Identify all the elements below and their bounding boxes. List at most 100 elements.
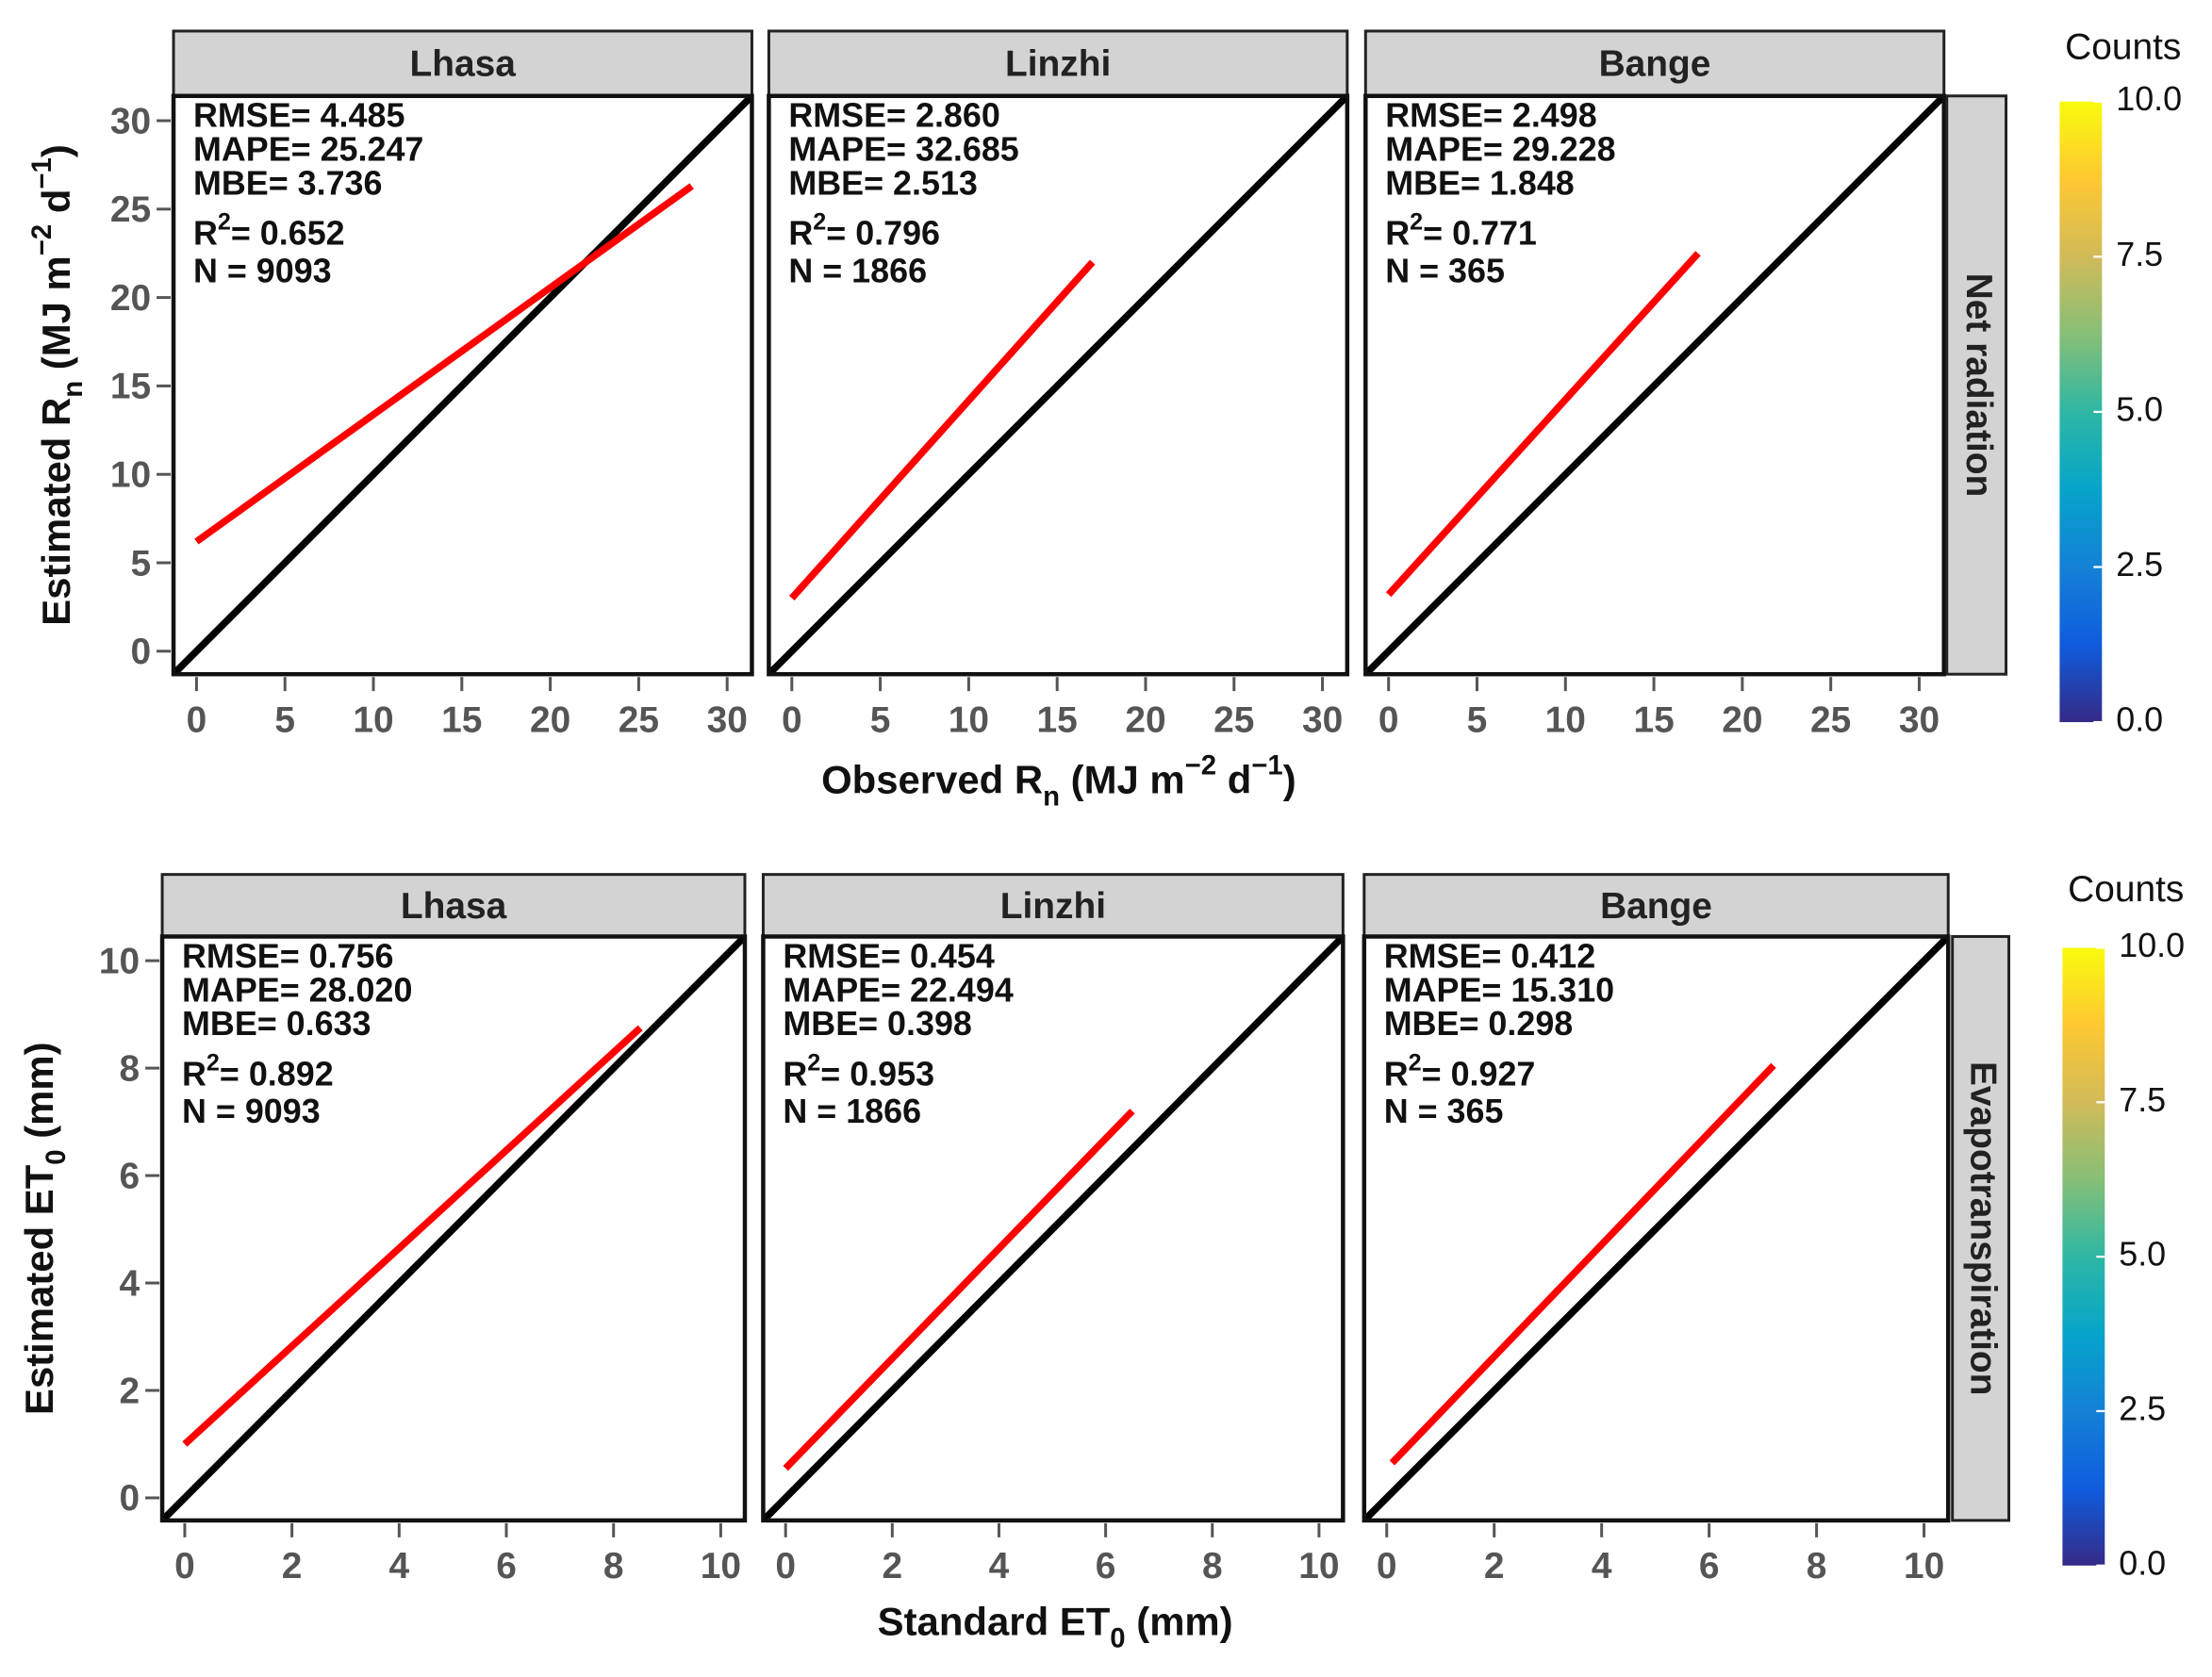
label: MBE= 0.298 xyxy=(1384,1006,1574,1044)
facet-title: Lhasa xyxy=(410,44,517,85)
identity-line xyxy=(162,936,745,1521)
x-tick-label: 2 xyxy=(282,1546,303,1587)
identity-line xyxy=(763,936,1344,1521)
x-tick-label: 10 xyxy=(1545,699,1586,740)
fit-line xyxy=(1385,251,1701,598)
label-part: (mm) xyxy=(1126,1600,1233,1644)
x-tick-label: 15 xyxy=(441,699,482,740)
label: N = 365 xyxy=(1385,253,1505,290)
label-part: Observed R xyxy=(821,757,1043,801)
label-part: R xyxy=(1385,215,1410,253)
label: R2= 0.652 xyxy=(193,208,345,253)
x-tick-label: 8 xyxy=(1202,1546,1223,1587)
label-part: RMSE= 4.485 xyxy=(193,97,404,135)
colorbar-tick-label: 7.5 xyxy=(2116,236,2163,273)
label-part: R xyxy=(182,1056,206,1093)
panel-frame xyxy=(171,93,754,677)
colorbar-tick-label: 5.0 xyxy=(2119,1236,2166,1274)
label: MAPE= 25.247 xyxy=(193,131,423,169)
x-tick-label: 20 xyxy=(1125,699,1165,740)
label-part: = 0.892 xyxy=(220,1056,334,1093)
label-part: = 0.953 xyxy=(820,1056,934,1093)
x-tick-label: 0 xyxy=(782,699,802,740)
x-tick-label: 0 xyxy=(775,1546,796,1587)
fit-line xyxy=(194,183,694,545)
colorbar-tick-label: 2.5 xyxy=(2119,1389,2166,1427)
x-tick-label: 30 xyxy=(1302,699,1343,740)
label-part: MAPE= 22.494 xyxy=(783,972,1013,1010)
label-part: N = 1866 xyxy=(783,1093,921,1130)
label-part: = 0.796 xyxy=(826,215,940,253)
label-part: Estimated R xyxy=(34,398,78,626)
y-tick-label: 10 xyxy=(99,941,140,981)
x-tick-label: 5 xyxy=(274,699,295,740)
y-tick-label: 4 xyxy=(119,1263,140,1304)
row-label: Evapotranspiration xyxy=(1962,1061,2003,1395)
label-part: d xyxy=(1216,757,1251,801)
label-part: 2 xyxy=(813,208,826,235)
colorbar-title: Counts xyxy=(2068,869,2184,910)
label-part: R xyxy=(193,215,218,253)
colorbar-tick-label: 7.5 xyxy=(2119,1081,2166,1119)
label-part: RMSE= 0.454 xyxy=(783,938,994,976)
label: R2= 0.796 xyxy=(788,208,940,253)
label: R2= 0.892 xyxy=(182,1049,334,1093)
label-part: N = 365 xyxy=(1384,1093,1504,1130)
x-tick-label: 10 xyxy=(353,699,393,740)
x-tick-label: 2 xyxy=(883,1546,903,1587)
label-part: 0 xyxy=(1110,1623,1125,1654)
identity-line xyxy=(1363,936,1949,1521)
label-part: n xyxy=(58,381,89,398)
x-tick-label: 30 xyxy=(707,699,748,740)
label-part: N = 9093 xyxy=(193,253,332,290)
label-part: Estimated ET xyxy=(17,1164,61,1415)
label: RMSE= 4.485 xyxy=(193,97,404,135)
label: MAPE= 15.310 xyxy=(1384,972,1614,1010)
label: N = 9093 xyxy=(193,253,332,290)
label: MBE= 2.513 xyxy=(788,165,978,203)
fit-line xyxy=(789,259,1096,601)
label-part: d xyxy=(34,189,78,224)
facet-strip xyxy=(172,29,753,98)
x-tick-label: 20 xyxy=(1722,699,1762,740)
colorbar-tick-label: 0.0 xyxy=(2116,701,2163,739)
label-part: −2 xyxy=(26,224,58,255)
x-tick-label: 6 xyxy=(1096,1546,1116,1587)
y-tick-label: 8 xyxy=(119,1048,140,1089)
facet-title: Lhasa xyxy=(401,886,507,927)
x-tick-label: 8 xyxy=(603,1546,624,1587)
label-part: n xyxy=(1043,781,1060,813)
y-tick-label: 30 xyxy=(110,101,151,141)
label: N = 365 xyxy=(1384,1093,1504,1130)
label-part: MAPE= 32.685 xyxy=(788,131,1018,169)
label-part: ) xyxy=(34,144,78,157)
label-part: Standard ET xyxy=(878,1600,1111,1644)
label-part: 2 xyxy=(1409,1049,1422,1076)
colorbar-tick-label: 5.0 xyxy=(2116,390,2163,428)
label-part: R xyxy=(1384,1056,1409,1093)
label: Estimated Rn (MJ m−2 d−1) xyxy=(26,144,89,626)
x-tick-label: 10 xyxy=(949,699,989,740)
row-label: Net radiation xyxy=(1958,273,1999,498)
panel-frame xyxy=(767,93,1350,677)
label-part: = 0.652 xyxy=(231,215,345,253)
x-tick-label: 10 xyxy=(701,1546,741,1587)
x-tick-label: 4 xyxy=(1592,1546,1612,1587)
label-part: MBE= 0.633 xyxy=(182,1006,371,1044)
y-tick-label: 10 xyxy=(110,454,151,495)
label-part: −1 xyxy=(1251,750,1282,781)
label-part: (MJ m xyxy=(1060,757,1185,801)
x-tick-label: 25 xyxy=(619,699,659,740)
fit-line xyxy=(1389,1062,1776,1466)
colorbar-title: Counts xyxy=(2065,27,2181,68)
label: MBE= 3.736 xyxy=(193,165,383,203)
label-part: MAPE= 28.020 xyxy=(182,972,412,1010)
x-tick-label: 25 xyxy=(1213,699,1254,740)
label-part: N = 1866 xyxy=(788,253,927,290)
facet-strip xyxy=(1362,873,1950,938)
x-tick-label: 2 xyxy=(1484,1546,1505,1587)
label-part: MAPE= 15.310 xyxy=(1384,972,1614,1010)
label-part: MBE= 0.398 xyxy=(783,1006,972,1044)
label-part: (mm) xyxy=(17,1042,61,1149)
y-tick-label: 15 xyxy=(110,367,151,407)
